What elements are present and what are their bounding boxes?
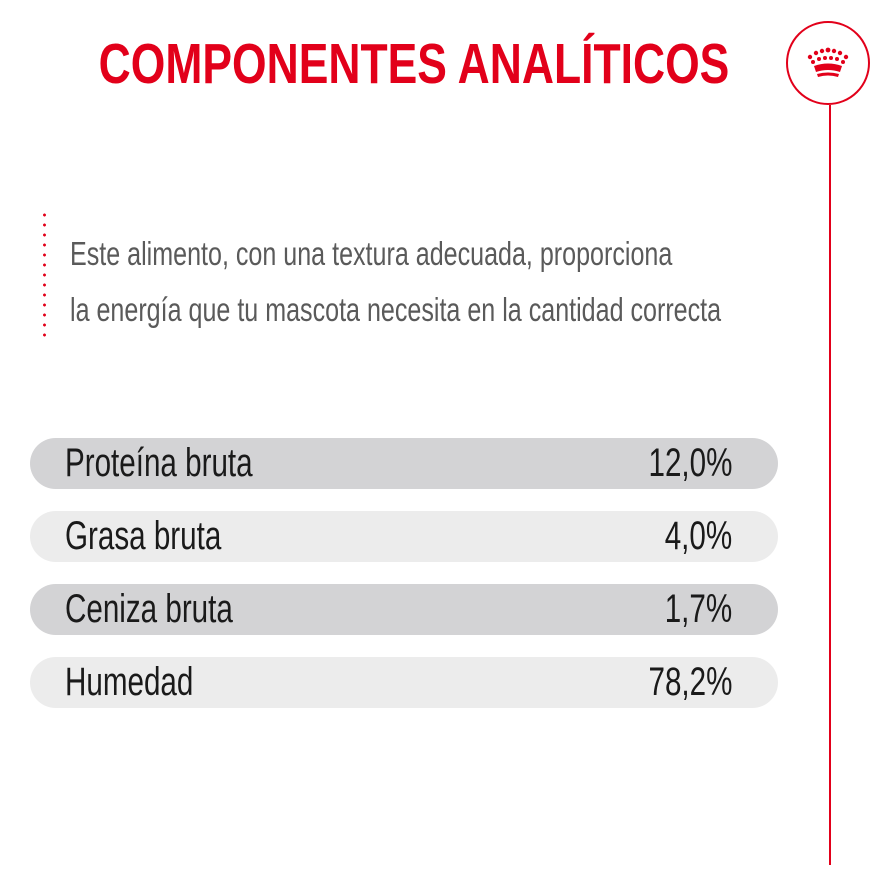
decorative-vertical-line [829, 105, 831, 865]
component-label: Ceniza bruta [65, 587, 233, 631]
component-row-protein: Proteína bruta 12,0% [30, 438, 778, 489]
page-title: COMPONENTES ANALÍTICOS [98, 32, 730, 96]
component-label: Humedad [65, 660, 194, 704]
description-line-2: la energía que tu mascota necesita en la… [70, 291, 722, 328]
brand-logo [786, 21, 870, 105]
component-value: 78,2% [648, 660, 732, 704]
description-line-1: Este alimento, con una textura adecuada,… [70, 235, 673, 272]
component-row-moisture: Humedad 78,2% [30, 657, 778, 708]
component-value: 12,0% [648, 441, 732, 485]
component-value: 4,0% [664, 514, 732, 558]
crown-icon [807, 47, 849, 77]
component-row-ash: Ceniza bruta 1,7% [30, 584, 778, 635]
component-label: Proteína bruta [65, 441, 253, 485]
description: Este alimento, con una textura adecuada,… [70, 226, 721, 338]
analytic-components-list: Proteína bruta 12,0% Grasa bruta 4,0% Ce… [30, 438, 778, 730]
decorative-dotted-line [43, 210, 46, 340]
component-label: Grasa bruta [65, 514, 222, 558]
component-value: 1,7% [664, 587, 732, 631]
component-row-fat: Grasa bruta 4,0% [30, 511, 778, 562]
